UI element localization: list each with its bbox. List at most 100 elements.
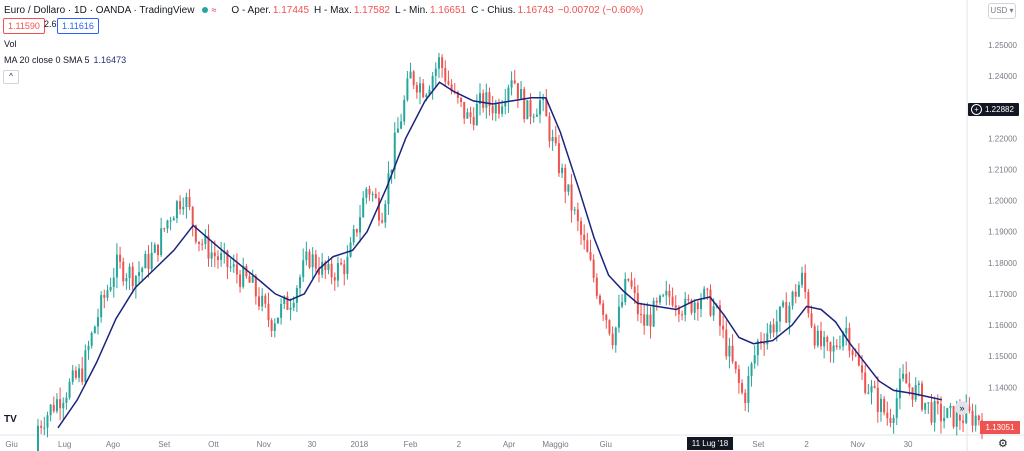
candle-body [952, 406, 955, 427]
candle-body [239, 274, 242, 287]
candle-body [46, 415, 49, 428]
candle-body [226, 250, 229, 267]
candle-body [671, 296, 674, 306]
candle-body [589, 251, 592, 260]
candle-body [40, 425, 43, 428]
candle-body [78, 368, 81, 378]
candle-body [876, 387, 879, 412]
collapse-legend-icon[interactable]: ^ [3, 70, 19, 84]
candle-body [144, 253, 147, 269]
candle-body [516, 83, 519, 99]
candle-body [415, 85, 418, 93]
y-tick-label: 1.15000 [988, 352, 1017, 361]
add-alert-icon[interactable]: + [971, 104, 982, 115]
candle-body [870, 386, 873, 393]
tradingview-logo[interactable]: TV [4, 414, 17, 425]
candle-body [198, 241, 201, 244]
candle-body [422, 83, 425, 98]
candle-body [425, 94, 428, 98]
candle-body [488, 92, 491, 106]
candle-body [210, 252, 213, 259]
candle-body [365, 188, 368, 198]
candle-body [592, 259, 595, 278]
candle-body [55, 399, 58, 412]
candle-body [861, 365, 864, 373]
candle-body [175, 201, 178, 219]
candle-body [396, 128, 399, 133]
ma-indicator-value: 1.16473 [93, 55, 127, 65]
candle-body [125, 278, 128, 282]
candle-body [374, 194, 377, 198]
candle-body [898, 378, 901, 399]
buy-price-button[interactable]: 1.11616 [57, 18, 99, 34]
candle-body [387, 173, 390, 205]
candle-body [90, 333, 93, 346]
ma-line [57, 81, 943, 429]
candle-body [551, 137, 554, 142]
y-tick-label: 1.16000 [988, 321, 1017, 330]
candle-body [564, 167, 567, 192]
candle-body [232, 264, 235, 267]
settings-gear-icon[interactable]: ⚙ [998, 438, 1008, 450]
candle-body [393, 132, 396, 170]
candle-body [630, 280, 633, 287]
candle-body [280, 303, 283, 318]
candle-body [879, 398, 882, 412]
volume-indicator-label[interactable]: Vol [4, 39, 17, 49]
open-value: 1.17445 [272, 4, 310, 16]
candle-body [892, 417, 895, 423]
candle-body [128, 266, 131, 279]
candle-body [308, 251, 311, 268]
candle-body [74, 370, 77, 378]
candle-body [327, 263, 330, 271]
candle-body [87, 345, 90, 351]
candle-body [501, 106, 504, 114]
close-label: C - Chius. [471, 4, 516, 16]
symbol-title[interactable]: Euro / Dollaro · 1D · OANDA · TradingVie… [4, 4, 195, 16]
candle-body [276, 317, 279, 324]
currency-dropdown[interactable]: USD ▾ [988, 3, 1016, 19]
x-tick-label: Giu [5, 440, 17, 449]
candle-body [100, 295, 103, 318]
candle-body [532, 116, 535, 118]
candle-body [381, 220, 384, 223]
candle-body [914, 385, 917, 400]
candle-body [917, 383, 920, 386]
candle-body [640, 314, 643, 316]
candle-body [709, 289, 712, 316]
candle-body [49, 404, 52, 416]
candle-body [753, 355, 756, 364]
ma-indicator-legend[interactable]: MA 20 close 0 SMA 5 1.16473 [4, 55, 126, 65]
candle-body [191, 206, 194, 226]
candle-body [977, 415, 980, 421]
candle-body [712, 306, 715, 316]
candle-body [115, 254, 118, 278]
candle-body [741, 382, 744, 393]
candle-body [475, 103, 478, 125]
candle-body [921, 383, 924, 410]
candle-body [608, 320, 611, 334]
candle-body [655, 300, 658, 303]
candle-body [153, 244, 156, 253]
candle-body [842, 333, 845, 347]
candle-body [305, 251, 308, 261]
candle-body [324, 261, 327, 271]
candle-body [728, 345, 731, 357]
candle-body [614, 327, 617, 346]
candle-body [460, 97, 463, 103]
market-status-icon [202, 7, 209, 13]
crosshair-date-label: 11 Lug '18 [687, 437, 733, 450]
candle-body [542, 97, 545, 101]
candle-body [251, 276, 254, 283]
candle-body [958, 410, 961, 421]
x-tick-label: Set [158, 440, 171, 449]
candle-body [207, 235, 210, 259]
candle-body [939, 403, 942, 422]
wave-icon: ≈ [211, 5, 217, 15]
scroll-to-realtime-icon[interactable]: » [955, 401, 969, 415]
sell-price-button[interactable]: 1.11590 [3, 18, 45, 34]
candle-body [782, 302, 785, 307]
candle-body [409, 71, 412, 79]
candle-body [744, 392, 747, 404]
